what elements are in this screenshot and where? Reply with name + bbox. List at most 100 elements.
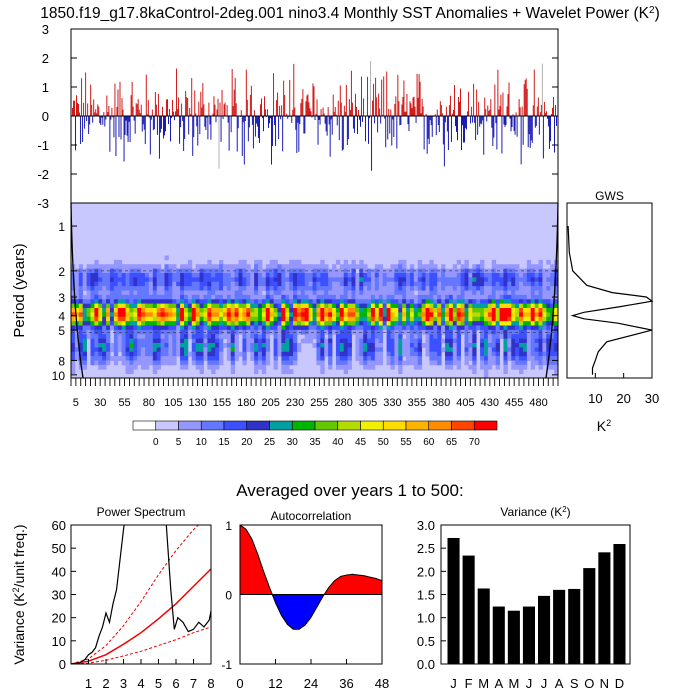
wavelet-cell xyxy=(234,312,239,318)
wavelet-cell xyxy=(335,273,341,278)
wavelet-cell xyxy=(106,281,111,287)
wavelet-cell xyxy=(230,329,236,335)
wavelet-cell xyxy=(370,273,376,278)
wavelet-cell xyxy=(530,286,536,291)
wavelet-cell xyxy=(507,277,512,283)
wavelet-cell xyxy=(234,273,239,278)
wavelet-cell xyxy=(503,294,508,300)
wavelet-cell xyxy=(117,334,123,340)
wavelet-cell xyxy=(487,308,493,313)
wavelet-cell xyxy=(441,338,446,344)
wavelet-cell xyxy=(121,268,126,274)
wavelet-cell xyxy=(386,290,391,296)
wavelet-cell xyxy=(445,286,450,291)
wavelet-cell xyxy=(522,294,528,300)
sst-ytick-label: 0 xyxy=(42,109,49,124)
wavelet-cell xyxy=(347,351,352,357)
wavelet-cell xyxy=(460,277,465,283)
wavelet-cell xyxy=(487,343,493,348)
wavelet-cell xyxy=(398,369,403,375)
wavelet-cell xyxy=(367,286,372,291)
wavelet-cell xyxy=(242,299,247,305)
wavelet-cell xyxy=(480,351,485,357)
wavelet-cell xyxy=(464,334,469,340)
wavelet-cell xyxy=(250,294,255,300)
wavelet-cell xyxy=(137,356,142,361)
wavelet-cell xyxy=(335,329,341,335)
wavelet-cell xyxy=(133,334,138,340)
wavelet-cell xyxy=(480,299,485,305)
wavelet-cell xyxy=(456,334,461,340)
wavelet-cell xyxy=(156,356,162,361)
wavelet-cell xyxy=(511,338,516,344)
wavelet-cell xyxy=(421,264,426,270)
wavelet-cell xyxy=(476,303,481,309)
wavelet-cell xyxy=(133,351,138,357)
wavelet-cell xyxy=(109,299,115,305)
wavelet-cell xyxy=(398,329,403,335)
wavelet-cell xyxy=(254,312,259,318)
wavelet-cell xyxy=(258,277,263,283)
wavelet-cell xyxy=(296,347,302,353)
wavelet-cell xyxy=(180,356,185,361)
wavelet-cell xyxy=(320,273,325,278)
wavelet-cell xyxy=(129,286,134,291)
wavelet-cell xyxy=(554,321,559,326)
wavelet-cell xyxy=(164,351,169,357)
wavelet-cell xyxy=(156,277,162,283)
wavelet-cell xyxy=(168,356,173,361)
wavelet-cell xyxy=(141,299,146,305)
wavelet-cell xyxy=(367,338,372,344)
wavelet-cell xyxy=(82,360,87,366)
wavelet-cell xyxy=(522,308,528,313)
wavelet-cell xyxy=(219,277,224,283)
sst-ytick-label: -1 xyxy=(37,138,49,153)
wavelet-cell xyxy=(86,281,91,287)
wavelet-cell xyxy=(398,268,403,274)
wavelet-cell xyxy=(398,273,403,278)
wavelet-cell xyxy=(487,303,493,309)
wavelet-cell xyxy=(90,360,95,366)
wavelet-cell xyxy=(238,264,243,270)
wavelet-cell xyxy=(406,338,411,344)
wavelet-cell xyxy=(390,316,395,322)
wavelet-cell xyxy=(254,316,259,322)
wavelet-cell xyxy=(429,286,434,291)
wavelet-cell xyxy=(363,277,368,283)
wavelet-cell xyxy=(156,316,162,322)
wavelet-cell xyxy=(203,286,208,291)
wavelet-cell xyxy=(187,281,193,287)
ps-ylabel-sup: 2 xyxy=(11,587,21,592)
variance-month-label: M xyxy=(508,676,519,691)
wavelet-cell xyxy=(304,312,310,318)
wavelet-cell xyxy=(332,321,337,326)
wavelet-cell xyxy=(409,329,415,335)
wavelet-cell xyxy=(308,303,313,309)
wavelet-cell xyxy=(382,281,387,287)
wavelet-cell xyxy=(121,290,126,296)
wavelet-cell xyxy=(433,338,438,344)
wavelet-cell xyxy=(129,343,134,348)
wavelet-cell xyxy=(394,343,399,348)
wavelet-cell xyxy=(522,343,528,348)
wavelet-cell xyxy=(74,308,80,313)
wavelet-cell xyxy=(332,312,337,318)
red-noise-line xyxy=(71,568,211,664)
wavelet-cell xyxy=(448,277,454,283)
wavelet-cell xyxy=(491,312,497,318)
section-title: Averaged over years 1 to 500: xyxy=(236,481,463,500)
wavelet-cell xyxy=(308,299,313,305)
wavelet-cell xyxy=(324,286,329,291)
wavelet-cell xyxy=(448,308,454,313)
wavelet-cell xyxy=(90,312,95,318)
wavelet-cell xyxy=(487,294,493,300)
wavelet-cell xyxy=(141,351,146,357)
wavelet-cell xyxy=(156,334,162,340)
wavelet-cell xyxy=(285,273,290,278)
wavelet-cell xyxy=(82,321,87,326)
wavelet-cell xyxy=(378,360,384,366)
wavelet-cell xyxy=(242,259,247,265)
wavelet-cell xyxy=(503,321,508,326)
wavelet-cell xyxy=(480,325,485,331)
wavelet-cell xyxy=(285,316,290,322)
